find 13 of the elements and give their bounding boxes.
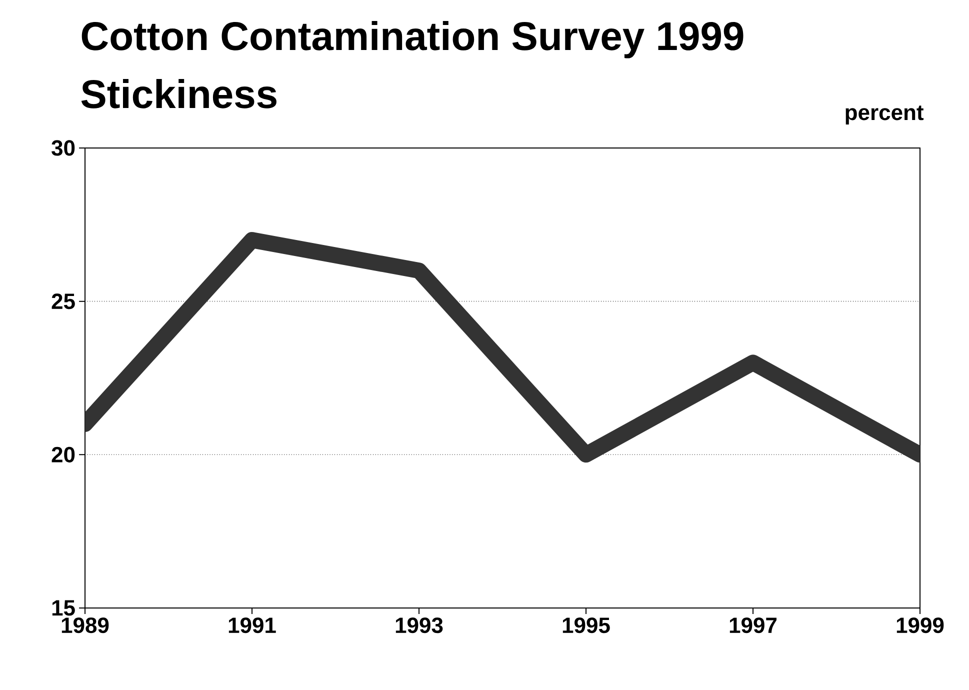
y-tick-label: 20 [52, 446, 75, 462]
y-tick-label: 15 [52, 600, 75, 616]
x-tick-label: 1989 [62, 618, 109, 634]
x-tick-label: 1993 [396, 618, 443, 634]
x-tick-label: 1999 [896, 618, 944, 634]
y-axis-title: percent [846, 106, 924, 125]
y-tick-label: 25 [52, 294, 75, 310]
y-tick-label: 30 [52, 140, 75, 156]
x-tick-label: 1995 [562, 618, 610, 634]
x-tick-label: 1997 [730, 618, 777, 634]
chart-title: Cotton Contamination Survey 1999 [82, 21, 744, 58]
chart-subtitle: Stickiness [81, 79, 276, 108]
x-tick-label: 1991 [228, 618, 276, 634]
